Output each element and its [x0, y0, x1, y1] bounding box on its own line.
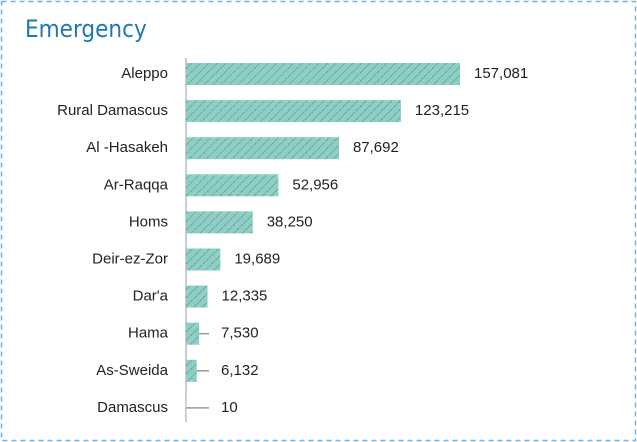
bar [186, 359, 197, 382]
category-label: As-Sweida [96, 362, 168, 379]
category-label: Rural Damascus [57, 102, 168, 119]
bar [186, 285, 208, 308]
category-label: Hama [128, 325, 169, 342]
bar [186, 100, 401, 123]
value-label: 123,215 [415, 102, 469, 119]
value-label: 6,132 [221, 362, 259, 379]
bar [186, 137, 339, 160]
bar [186, 211, 253, 234]
bar [186, 248, 221, 271]
value-label: 10 [221, 399, 238, 416]
value-label: 87,692 [353, 139, 399, 156]
value-label: 52,956 [292, 176, 338, 193]
category-label: Aleppo [121, 65, 168, 82]
category-label: Homs [129, 213, 168, 230]
category-label: Al -Hasakeh [86, 139, 168, 156]
value-label: 7,530 [221, 325, 259, 342]
category-label: Dar'a [133, 288, 169, 305]
bar [186, 322, 200, 345]
value-label: 38,250 [267, 213, 313, 230]
value-label: 19,689 [234, 250, 280, 267]
chart-title: Emergency [25, 15, 147, 43]
value-label: 12,335 [222, 288, 268, 305]
category-label: Damascus [97, 399, 168, 416]
category-label: Ar-Raqqa [104, 176, 169, 193]
category-label: Deir-ez-Zor [92, 250, 168, 267]
bar [186, 63, 460, 85]
bar [186, 174, 279, 197]
value-label: 157,081 [474, 65, 528, 82]
